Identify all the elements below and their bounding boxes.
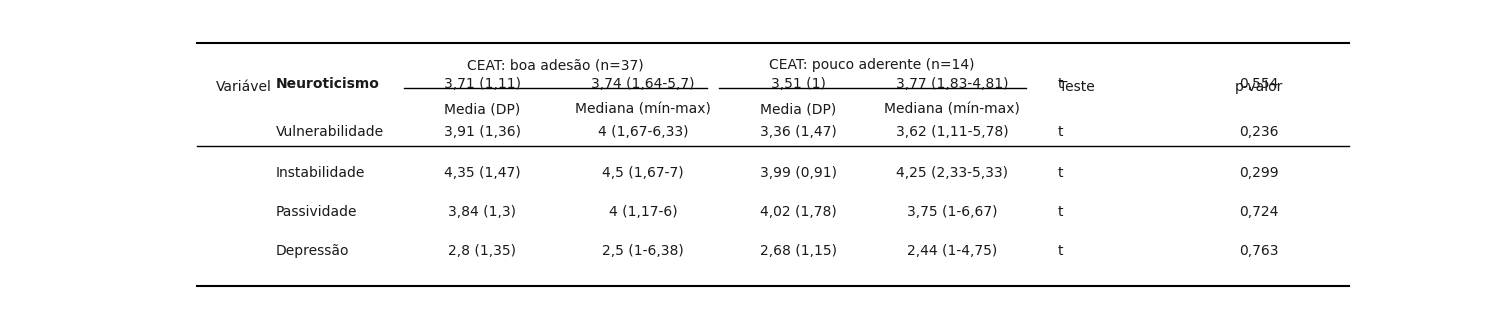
Text: 0,299: 0,299	[1239, 166, 1279, 180]
Text: 0,236: 0,236	[1239, 125, 1279, 139]
Text: 3,62 (1,11-5,78): 3,62 (1,11-5,78)	[895, 125, 1008, 139]
Text: 3,36 (1,47): 3,36 (1,47)	[760, 125, 837, 139]
Text: Mediana (mín-max): Mediana (mín-max)	[883, 102, 1020, 116]
Text: t: t	[1058, 166, 1064, 180]
Text: 3,99 (0,91): 3,99 (0,91)	[760, 166, 837, 180]
Text: 3,75 (1-6,67): 3,75 (1-6,67)	[908, 205, 998, 219]
Text: 3,91 (1,36): 3,91 (1,36)	[444, 125, 521, 139]
Text: 0,554: 0,554	[1239, 77, 1279, 91]
Text: t: t	[1058, 205, 1064, 219]
Text: Media (DP): Media (DP)	[760, 102, 837, 116]
Text: Mediana (mín-max): Mediana (mín-max)	[575, 102, 710, 116]
Text: Depressão: Depressão	[275, 244, 349, 258]
Text: 4,5 (1,67-7): 4,5 (1,67-7)	[602, 166, 683, 180]
Text: Variável: Variável	[217, 81, 272, 95]
Text: 0,724: 0,724	[1239, 205, 1279, 219]
Text: 4,35 (1,47): 4,35 (1,47)	[444, 166, 521, 180]
Text: 3,84 (1,3): 3,84 (1,3)	[448, 205, 516, 219]
Text: Media (DP): Media (DP)	[444, 102, 521, 116]
Text: Neuroticismo: Neuroticismo	[275, 77, 379, 91]
Text: 3,77 (1,83-4,81): 3,77 (1,83-4,81)	[895, 77, 1008, 91]
Text: CEAT: boa adesão (n=37): CEAT: boa adesão (n=37)	[467, 58, 644, 72]
Text: t: t	[1058, 125, 1064, 139]
Text: Vulnerabilidade: Vulnerabilidade	[275, 125, 384, 139]
Text: Teste: Teste	[1060, 81, 1094, 95]
Text: CEAT: pouco aderente (n=14): CEAT: pouco aderente (n=14)	[769, 58, 975, 72]
Text: t: t	[1058, 244, 1064, 258]
Text: 4,25 (2,33-5,33): 4,25 (2,33-5,33)	[895, 166, 1008, 180]
Text: t: t	[1058, 77, 1064, 91]
Text: Passividade: Passividade	[275, 205, 357, 219]
Text: 2,8 (1,35): 2,8 (1,35)	[448, 244, 516, 258]
Text: 4,02 (1,78): 4,02 (1,78)	[760, 205, 837, 219]
Text: Instabilidade: Instabilidade	[275, 166, 366, 180]
Text: 2,44 (1-4,75): 2,44 (1-4,75)	[908, 244, 998, 258]
Text: 3,74 (1,64-5,7): 3,74 (1,64-5,7)	[591, 77, 695, 91]
Text: 2,5 (1-6,38): 2,5 (1-6,38)	[602, 244, 683, 258]
Text: p-valor: p-valor	[1234, 81, 1284, 95]
Text: 2,68 (1,15): 2,68 (1,15)	[760, 244, 837, 258]
Text: 4 (1,67-6,33): 4 (1,67-6,33)	[597, 125, 688, 139]
Text: 3,71 (1,11): 3,71 (1,11)	[444, 77, 521, 91]
Text: 4 (1,17-6): 4 (1,17-6)	[608, 205, 677, 219]
Text: 3,51 (1): 3,51 (1)	[771, 77, 826, 91]
Text: 0,763: 0,763	[1239, 244, 1279, 258]
